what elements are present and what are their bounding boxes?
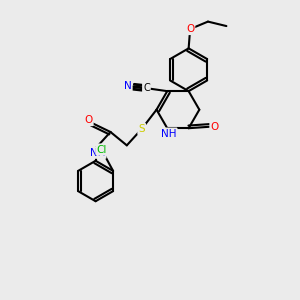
Text: N: N [124,81,132,91]
Text: S: S [138,124,145,134]
Text: O: O [84,115,93,125]
Text: O: O [186,24,194,34]
Text: Cl: Cl [97,145,107,154]
Text: NH: NH [90,148,105,158]
Text: O: O [210,122,219,132]
Text: NH: NH [161,129,176,139]
Text: C: C [143,83,150,93]
